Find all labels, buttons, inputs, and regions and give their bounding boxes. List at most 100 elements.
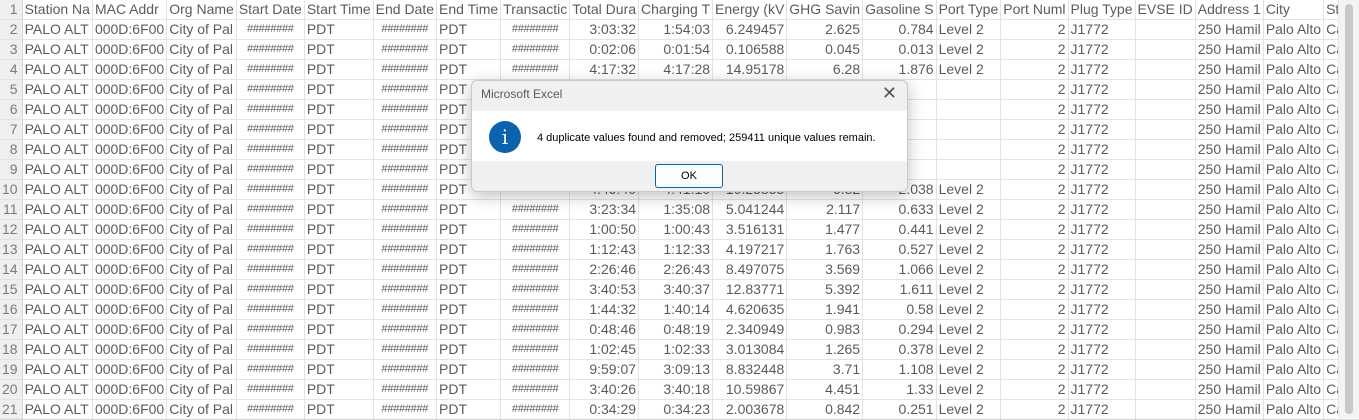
table-cell[interactable]: PDT: [304, 239, 374, 260]
table-cell[interactable]: ########: [236, 199, 305, 220]
table-cell[interactable]: 250 Hamil: [1195, 219, 1264, 240]
table-cell[interactable]: J1772: [1068, 219, 1136, 240]
table-cell[interactable]: ########: [236, 179, 305, 200]
table-cell[interactable]: PALO ALT: [22, 59, 93, 80]
table-cell[interactable]: [1135, 19, 1196, 40]
table-cell[interactable]: 1:40:14: [638, 299, 714, 320]
table-cell[interactable]: City of Pal: [166, 279, 237, 300]
table-cell[interactable]: PDT: [304, 179, 374, 200]
table-cell[interactable]: 000D:6F00: [92, 179, 168, 200]
table-cell[interactable]: ########: [373, 319, 438, 340]
table-cell[interactable]: Palo Alto: [1263, 299, 1325, 320]
table-cell[interactable]: City of Pal: [166, 119, 237, 140]
table-cell[interactable]: Total Dura: [569, 0, 640, 20]
table-cell[interactable]: City of Pal: [166, 79, 237, 100]
table-cell[interactable]: [1135, 119, 1196, 140]
table-cell[interactable]: PDT: [304, 159, 374, 180]
row-header[interactable]: 8: [0, 139, 23, 160]
table-cell[interactable]: 0.633: [862, 199, 937, 220]
table-cell[interactable]: 250 Hamil: [1195, 159, 1264, 180]
table-cell[interactable]: 1:02:45: [569, 339, 640, 360]
table-cell[interactable]: 000D:6F00: [92, 99, 168, 120]
table-cell[interactable]: PALO ALT: [22, 399, 93, 420]
table-cell[interactable]: [1135, 139, 1196, 160]
table-cell[interactable]: 2.003678: [712, 399, 788, 420]
table-cell[interactable]: Palo Alto: [1263, 99, 1325, 120]
table-cell[interactable]: 1:44:32: [569, 299, 640, 320]
table-cell[interactable]: 12.83771: [712, 279, 788, 300]
table-cell[interactable]: 000D:6F00: [92, 239, 168, 260]
table-cell[interactable]: 250 Hamil: [1195, 99, 1264, 120]
table-cell[interactable]: PDT: [436, 59, 502, 80]
table-cell[interactable]: [1135, 299, 1196, 320]
table-cell[interactable]: 1:02:33: [638, 339, 714, 360]
table-cell[interactable]: [1135, 279, 1196, 300]
table-cell[interactable]: Level 2: [936, 299, 1002, 320]
table-cell[interactable]: 2: [1000, 319, 1069, 340]
table-cell[interactable]: ########: [236, 299, 305, 320]
table-cell[interactable]: Palo Alto: [1263, 279, 1325, 300]
table-cell[interactable]: 5.392: [786, 279, 864, 300]
table-cell[interactable]: PALO ALT: [22, 339, 93, 360]
table-cell[interactable]: Level 2: [936, 319, 1002, 340]
table-cell[interactable]: PDT: [436, 259, 502, 280]
table-cell[interactable]: City of Pal: [166, 219, 237, 240]
table-cell[interactable]: PDT: [436, 299, 502, 320]
table-cell[interactable]: ########: [373, 39, 438, 60]
table-cell[interactable]: J1772: [1068, 39, 1136, 60]
table-cell[interactable]: ########: [236, 99, 305, 120]
table-cell[interactable]: Palo Alto: [1263, 379, 1325, 400]
table-cell[interactable]: J1772: [1068, 339, 1136, 360]
table-cell[interactable]: ########: [236, 379, 305, 400]
table-cell[interactable]: PALO ALT: [22, 139, 93, 160]
table-cell[interactable]: 250 Hamil: [1195, 299, 1264, 320]
table-cell[interactable]: 250 Hamil: [1195, 79, 1264, 100]
table-cell[interactable]: PALO ALT: [22, 219, 93, 240]
table-cell[interactable]: Palo Alto: [1263, 399, 1325, 420]
table-cell[interactable]: GHG Savin: [786, 0, 864, 20]
table-cell[interactable]: 4.451: [786, 379, 864, 400]
table-cell[interactable]: ########: [373, 279, 438, 300]
table-cell[interactable]: ########: [500, 39, 571, 60]
table-cell[interactable]: 4.620635: [712, 299, 788, 320]
table-cell[interactable]: City of Pal: [166, 139, 237, 160]
row-header[interactable]: 14: [0, 259, 23, 280]
table-cell[interactable]: PALO ALT: [22, 359, 93, 380]
table-cell[interactable]: 0.441: [862, 219, 937, 240]
table-cell[interactable]: 2: [1000, 119, 1069, 140]
table-cell[interactable]: 3:40:37: [638, 279, 714, 300]
table-cell[interactable]: [1135, 99, 1196, 120]
table-cell[interactable]: Palo Alto: [1263, 119, 1325, 140]
table-cell[interactable]: Palo Alto: [1263, 159, 1325, 180]
table-cell[interactable]: Station Na: [22, 0, 93, 20]
table-cell[interactable]: 2: [1000, 239, 1069, 260]
table-cell[interactable]: 000D:6F00: [92, 219, 168, 240]
table-cell[interactable]: Start Time: [304, 0, 374, 20]
table-cell[interactable]: PDT: [304, 99, 374, 120]
table-cell[interactable]: 1:12:33: [638, 239, 714, 260]
row-header[interactable]: 3: [0, 39, 23, 60]
table-cell[interactable]: PDT: [304, 339, 374, 360]
table-cell[interactable]: [936, 159, 1002, 180]
table-cell[interactable]: 3.71: [786, 359, 864, 380]
table-cell[interactable]: 1:35:08: [638, 199, 714, 220]
table-cell[interactable]: Start Date: [236, 0, 305, 20]
table-cell[interactable]: ########: [373, 119, 438, 140]
table-cell[interactable]: 2: [1000, 359, 1069, 380]
table-cell[interactable]: 250 Hamil: [1195, 259, 1264, 280]
table-cell[interactable]: ########: [373, 339, 438, 360]
table-cell[interactable]: 000D:6F00: [92, 19, 168, 40]
row-header[interactable]: 7: [0, 119, 23, 140]
table-cell[interactable]: PDT: [304, 39, 374, 60]
table-cell[interactable]: J1772: [1068, 239, 1136, 260]
table-cell[interactable]: 2: [1000, 59, 1069, 80]
table-cell[interactable]: Energy (kV: [712, 0, 788, 20]
table-cell[interactable]: PDT: [436, 339, 502, 360]
table-cell[interactable]: PALO ALT: [22, 279, 93, 300]
table-cell[interactable]: 250 Hamil: [1195, 19, 1264, 40]
table-cell[interactable]: ########: [373, 299, 438, 320]
table-cell[interactable]: 0.106588: [712, 39, 788, 60]
table-cell[interactable]: J1772: [1068, 299, 1136, 320]
table-cell[interactable]: J1772: [1068, 279, 1136, 300]
